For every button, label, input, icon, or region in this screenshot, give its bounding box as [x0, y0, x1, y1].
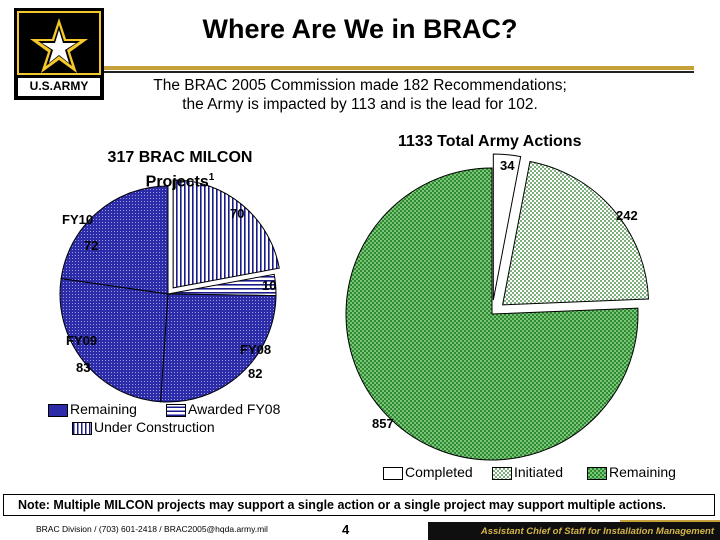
us-army-logo: U.S.ARMY: [14, 8, 104, 100]
army-slice-242: [501, 160, 650, 306]
fy10-label: FY10: [62, 212, 94, 227]
slice-label-34: 34: [500, 158, 515, 173]
legend-item-remaining-actions: Remaining: [587, 464, 676, 480]
fy09-label: FY09: [66, 333, 98, 348]
milcon-title-line-2: Projects1: [145, 172, 215, 191]
legend-swatch-under-construction: [72, 421, 92, 435]
subtitle-line-1: The BRAC 2005 Commission made 182 Recomm…: [153, 77, 567, 94]
milcon-slice-72: [60, 185, 169, 295]
army-slice-857: [345, 167, 639, 461]
army-slice-34: [492, 153, 522, 301]
page-title: Where Are We in BRAC?: [202, 14, 518, 44]
legend-item-under-construction: Under Construction: [72, 419, 215, 435]
legend-item-remaining: Remaining: [48, 401, 137, 417]
fy08-label: FY08: [240, 342, 272, 357]
milcon-slice-82: [159, 293, 277, 403]
army-chart-title: 1133 Total Army Actions: [398, 133, 582, 150]
subtitle: The BRAC 2005 Commission made 182 Recomm…: [100, 76, 620, 114]
logo-text: U.S.ARMY: [29, 79, 89, 93]
title-rule-gold: [104, 66, 694, 70]
legend-item-initiated: Initiated: [492, 464, 563, 480]
slice-label-72: 72: [84, 238, 99, 253]
slice-label-82: 82: [248, 366, 263, 381]
slice-label-83: 83: [76, 360, 91, 375]
title-rule-dark: [104, 71, 694, 73]
note-box: Note: Multiple MILCON projects may suppo…: [3, 494, 715, 516]
legend-swatch-remaining: [48, 403, 68, 417]
footer-gold-bar: [620, 520, 720, 522]
army-actions-pie: [345, 153, 650, 461]
legend-item-awarded-fy08: Awarded FY08: [166, 401, 280, 417]
legend-swatch-awarded: [166, 403, 186, 417]
legend-swatch-completed: [383, 466, 403, 480]
slice-label-10: 10: [262, 278, 277, 293]
legend-swatch-remaining-actions: [587, 466, 607, 480]
milcon-title-line-1: 317 BRAC MILCON: [107, 149, 253, 166]
page-number: 4: [342, 522, 350, 537]
footer-acsim: Assistant Chief of Staff for Installatio…: [428, 522, 720, 540]
slice-label-242: 242: [616, 208, 638, 223]
milcon-slice-70: [172, 179, 280, 289]
footer-contact: BRAC Division / (703) 601-2418 / BRAC200…: [36, 524, 268, 534]
milcon-slice-83: [59, 277, 169, 403]
legend-swatch-initiated: [492, 466, 512, 480]
slice-label-70: 70: [230, 206, 245, 221]
subtitle-line-2: the Army is impacted by 113 and is the l…: [182, 96, 538, 113]
legend-item-completed: Completed: [383, 464, 473, 480]
slice-label-857: 857: [372, 416, 394, 431]
milcon-pie: [59, 179, 280, 403]
milcon-chart-title: 317 BRAC MILCON Projects1: [60, 148, 300, 192]
